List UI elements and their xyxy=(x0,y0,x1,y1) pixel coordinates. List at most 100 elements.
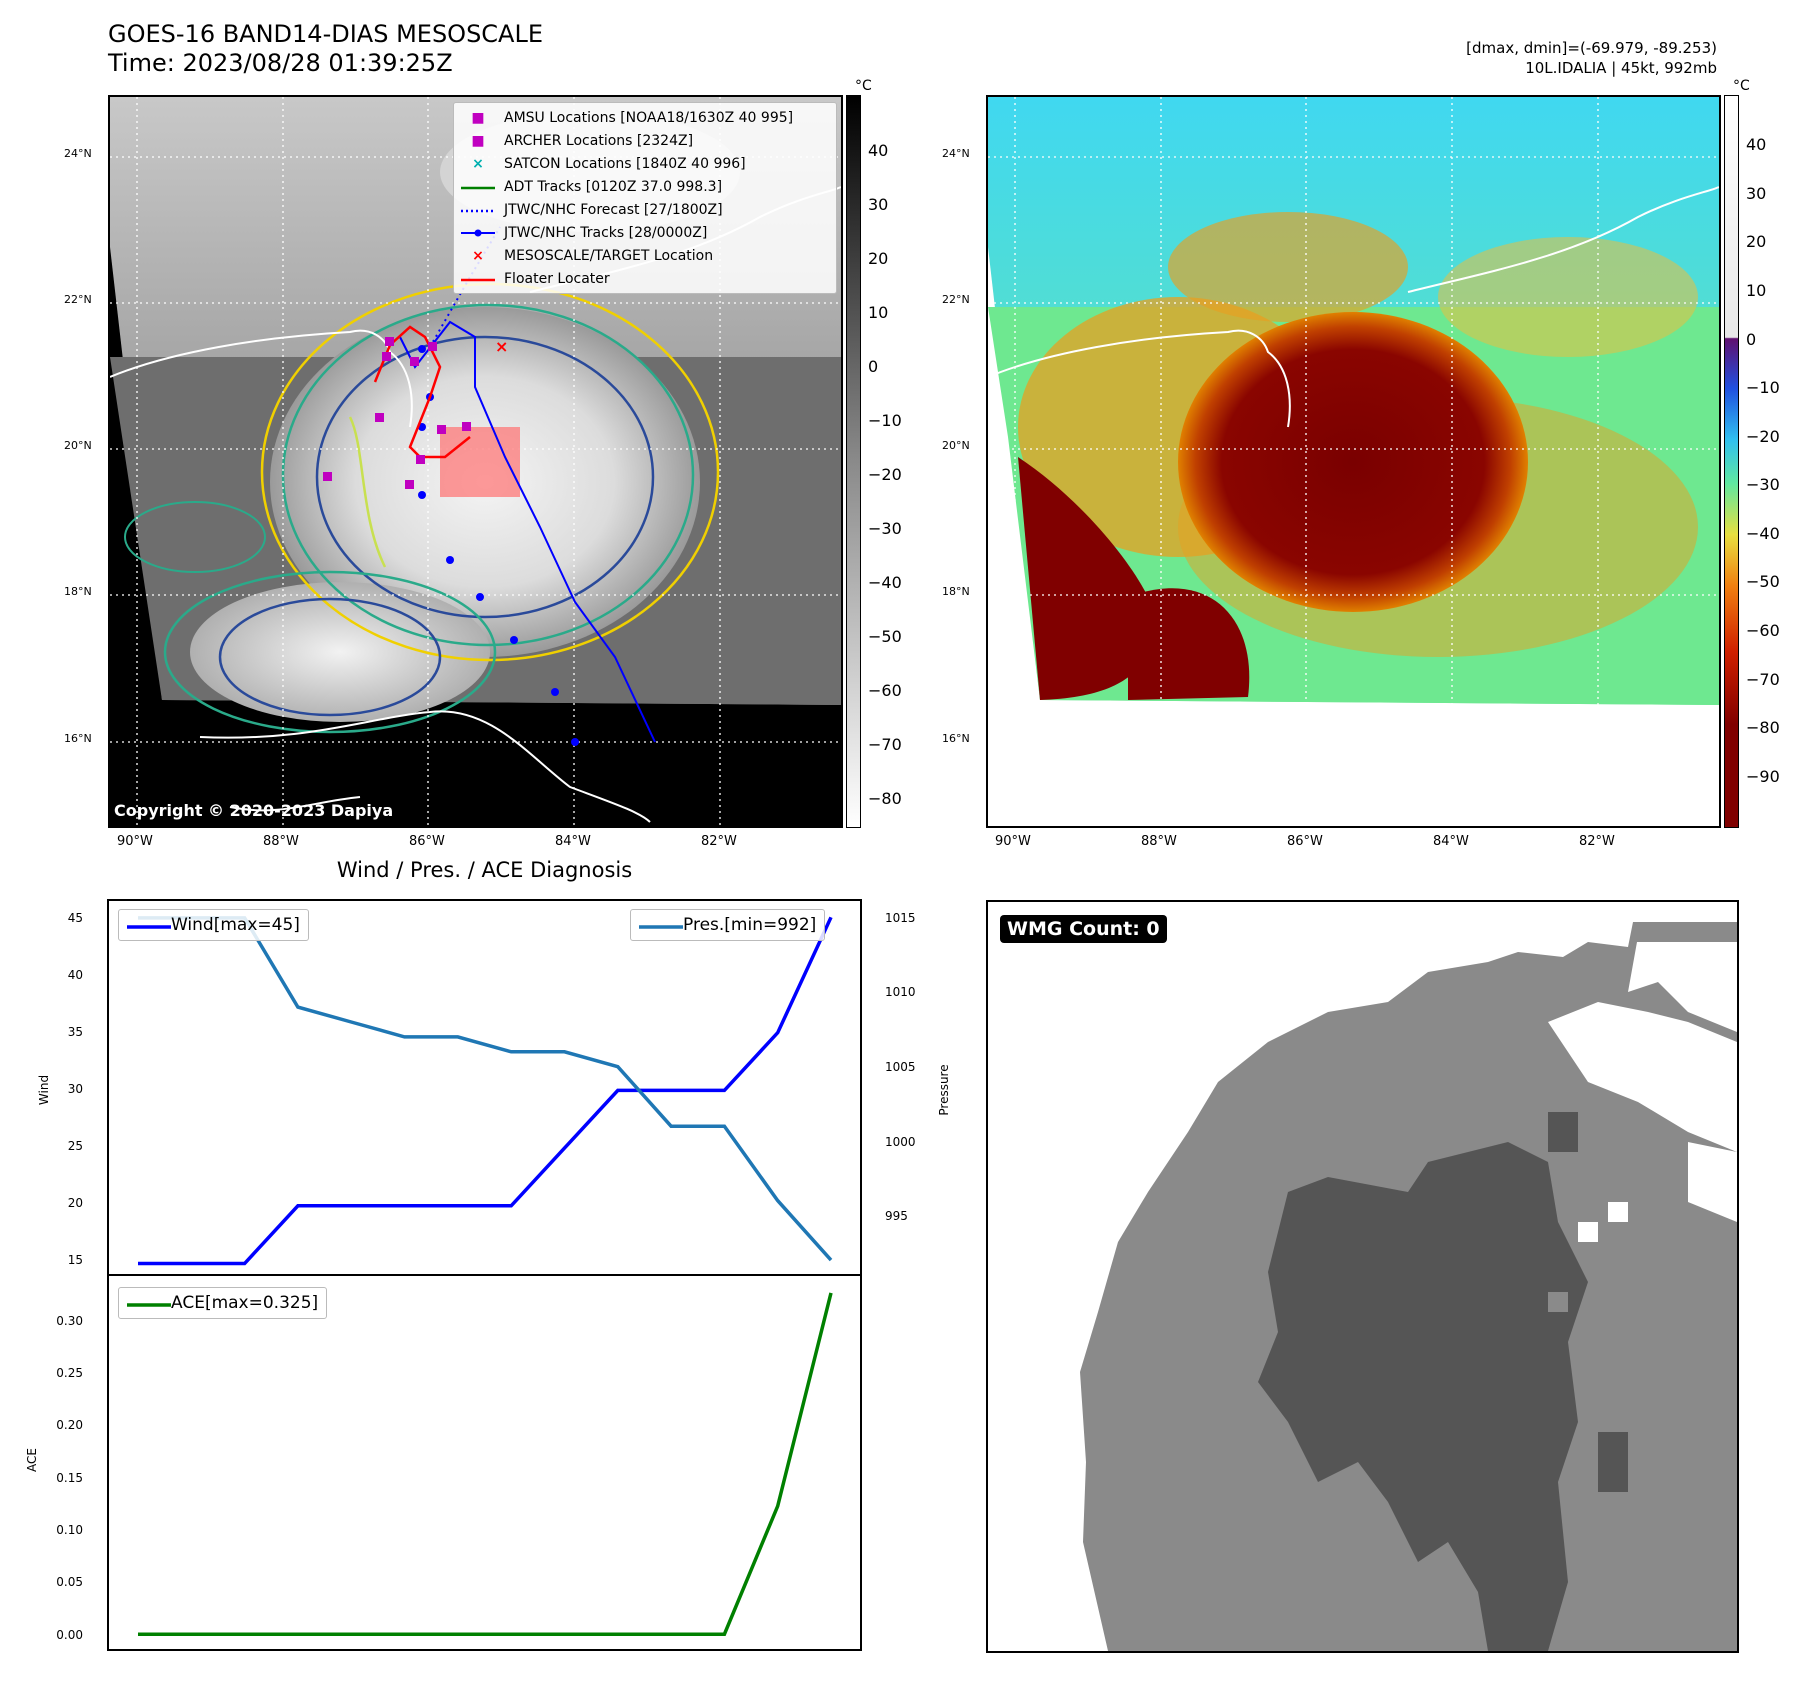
pressure-legend-label: Pres.[min=992] xyxy=(683,915,817,935)
ir-colorbar xyxy=(846,95,861,828)
wind-pressure-plot xyxy=(138,916,833,1266)
lat-label: 20°N xyxy=(942,439,970,452)
wind-pressure-frame xyxy=(107,899,862,1276)
wmg-panel: WMG Count: 0 xyxy=(986,900,1739,1653)
line-marker-icon xyxy=(460,271,496,287)
lat-label: 16°N xyxy=(64,732,92,745)
ir-map-panel: × ■ AMSU Locations [NOAA18/1630Z 40 995] … xyxy=(108,95,843,828)
lon-label: 82°W xyxy=(701,834,737,849)
colorbar-tick: 10 xyxy=(868,303,889,322)
colorbar-tick: −20 xyxy=(1746,427,1780,446)
wind-series-line xyxy=(138,916,833,1266)
lon-label: 90°W xyxy=(995,834,1031,849)
colorbar-tick: 40 xyxy=(868,141,889,160)
square-marker-icon: ■ xyxy=(471,109,485,126)
legend-archer: ■ ARCHER Locations [2324Z] xyxy=(460,129,830,152)
copyright-text: Copyright © 2020-2023 Dapiya xyxy=(114,801,394,820)
amsu-archer-points xyxy=(323,337,471,489)
lat-label: 20°N xyxy=(64,439,92,452)
ace-plot xyxy=(138,1292,833,1636)
map-title: GOES-16 BAND14-DIAS MESOSCALE Time: 2023… xyxy=(108,20,543,78)
x-marker-icon: × xyxy=(472,247,484,264)
lon-label: 90°W xyxy=(117,834,153,849)
color-map-panel xyxy=(986,95,1721,828)
colorbar-tick: −70 xyxy=(1746,670,1780,689)
wind-axis-label: Wind xyxy=(37,1075,51,1105)
x-marker-icon: × xyxy=(472,155,484,172)
ace-legend-label: ACE[max=0.325] xyxy=(171,1293,319,1313)
lon-label: 88°W xyxy=(1141,834,1177,849)
pressure-tick: 1015 xyxy=(885,911,916,925)
lat-label: 18°N xyxy=(64,585,92,598)
colorbar-tick: 0 xyxy=(1746,330,1757,349)
ace-tick: 0.00 xyxy=(56,1628,83,1642)
lat-label: 16°N xyxy=(942,732,970,745)
pressure-legend: Pres.[min=992] xyxy=(630,909,826,941)
ace-axis-label: ACE xyxy=(25,1448,39,1472)
ace-tick: 0.20 xyxy=(56,1418,83,1432)
colorbar-tick: −80 xyxy=(868,789,902,808)
title-line2: Time: 2023/08/28 01:39:25Z xyxy=(108,49,453,77)
colorbar-tick: 0 xyxy=(868,357,879,376)
ace-tick: 0.10 xyxy=(56,1523,83,1537)
diagnosis-title: Wind / Pres. / ACE Diagnosis xyxy=(336,858,633,882)
title-line1: GOES-16 BAND14-DIAS MESOSCALE xyxy=(108,20,544,48)
dmax-dmin-text: [dmax, dmin]=(-69.979, -89.253) xyxy=(1466,39,1717,57)
lon-label: 84°W xyxy=(555,834,591,849)
square-marker-icon: ■ xyxy=(471,132,485,149)
lon-label: 86°W xyxy=(1287,834,1323,849)
lon-label: 82°W xyxy=(1579,834,1615,849)
ir-map-legend: ■ AMSU Locations [NOAA18/1630Z 40 995] ■ A… xyxy=(453,102,837,294)
jtwc-track-points xyxy=(418,345,579,746)
colorbar-tick: 30 xyxy=(1746,184,1767,203)
legend-amsu: ■ AMSU Locations [NOAA18/1630Z 40 995] xyxy=(460,106,830,129)
colorbar-tick: −50 xyxy=(868,627,902,646)
wind-tick: 40 xyxy=(68,968,83,982)
legend-floater: Floater Locater xyxy=(460,267,830,290)
ace-tick: 0.25 xyxy=(56,1366,83,1380)
lon-label: 84°W xyxy=(1433,834,1469,849)
colorbar-tick: −60 xyxy=(868,681,902,700)
ace-legend: ACE[max=0.325] xyxy=(118,1287,328,1319)
storm-id-text: 10L.IDALIA | 45kt, 992mb xyxy=(1525,59,1717,77)
lon-label: 86°W xyxy=(409,834,445,849)
lat-label: 24°N xyxy=(942,147,970,160)
colorbar-tick: −30 xyxy=(868,519,902,538)
colorbar-tick: 40 xyxy=(1746,135,1767,154)
wmg-count-badge: WMG Count: 0 xyxy=(1000,915,1167,943)
sw-convection xyxy=(190,582,490,722)
legend-adt: ADT Tracks [0120Z 37.0 998.3] xyxy=(460,175,830,198)
pressure-tick: 1010 xyxy=(885,985,916,999)
lat-label: 22°N xyxy=(64,293,92,306)
diagnosis-chart: 45 40 35 30 25 20 15 1015 1010 1005 1000… xyxy=(25,899,951,1651)
colorbar-tick: 30 xyxy=(868,195,889,214)
pressure-line-icon xyxy=(639,915,683,935)
colorbar-tick: −10 xyxy=(1746,378,1780,397)
colorbar-tick: 20 xyxy=(868,249,889,268)
colorbar-tick: −60 xyxy=(1746,621,1780,640)
dot-line-icon xyxy=(460,225,496,241)
pressure-axis-ticks: 1015 1010 1005 1000 995 xyxy=(885,911,916,1223)
ace-line-icon xyxy=(127,1293,171,1313)
colorbar-tick: −40 xyxy=(868,573,902,592)
target-marker: × xyxy=(495,337,508,356)
floater-track-line xyxy=(373,325,471,459)
wind-legend: Wind[max=45] xyxy=(118,909,309,941)
colorbar-tick: −90 xyxy=(1746,767,1780,786)
legend-satcon: × SATCON Locations [1840Z 40 996] xyxy=(460,152,830,175)
ace-series-line xyxy=(138,1292,833,1636)
wind-axis-ticks: 45 40 35 30 25 20 15 xyxy=(68,911,83,1267)
legend-target: × MESOSCALE/TARGET Location xyxy=(460,244,830,267)
wind-line-icon xyxy=(127,915,171,935)
colorbar-tick: −80 xyxy=(1746,718,1780,737)
wmg-dark-region xyxy=(1258,1142,1588,1651)
wind-tick: 35 xyxy=(68,1025,83,1039)
colorbar-tick: 20 xyxy=(1746,232,1767,251)
lon-label: 88°W xyxy=(263,834,299,849)
ace-tick: 0.05 xyxy=(56,1575,83,1589)
colorbar-tick: −20 xyxy=(868,465,902,484)
wind-legend-label: Wind[max=45] xyxy=(171,915,300,935)
wind-tick: 15 xyxy=(68,1253,83,1267)
color-colorbar-unit: °C xyxy=(1733,78,1750,94)
lat-label: 18°N xyxy=(942,585,970,598)
